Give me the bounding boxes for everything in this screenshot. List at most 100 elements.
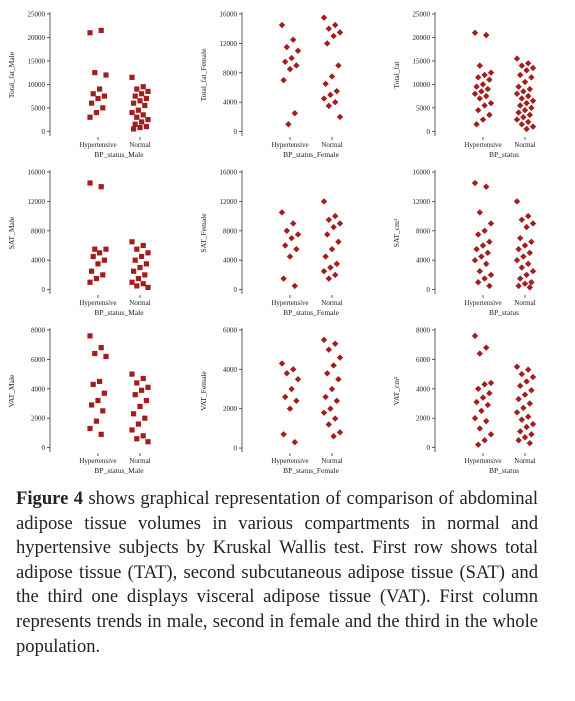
data-point bbox=[333, 397, 340, 405]
x-axis-label: BP_status_Male bbox=[94, 308, 144, 317]
data-point bbox=[134, 86, 140, 92]
y-axis-label: VAT_cm³ bbox=[392, 376, 401, 406]
x-tick-label: Hypertensive bbox=[79, 299, 116, 307]
data-point bbox=[515, 245, 522, 253]
data-point bbox=[517, 102, 524, 109]
y-tick-label: 0 bbox=[427, 444, 431, 452]
data-point bbox=[336, 354, 344, 361]
data-point bbox=[131, 411, 137, 417]
panel: 0 4000 8000 12000 16000 Total_fat_Female Hyper… bbox=[199, 11, 344, 159]
data-point bbox=[515, 282, 522, 290]
data-point bbox=[140, 281, 146, 287]
data-point bbox=[90, 91, 96, 97]
x-tick-label: Hypertensive bbox=[271, 141, 308, 149]
data-point bbox=[286, 253, 294, 260]
data-point bbox=[87, 114, 93, 120]
data-point bbox=[145, 384, 151, 390]
data-point bbox=[521, 106, 529, 114]
data-point bbox=[132, 392, 138, 398]
data-point bbox=[282, 58, 289, 65]
data-point bbox=[475, 441, 482, 448]
data-point bbox=[139, 119, 145, 125]
data-point bbox=[471, 179, 479, 187]
y-tick-label: 4000 bbox=[223, 366, 238, 374]
x-tick-label: Normal bbox=[129, 457, 150, 465]
data-point bbox=[98, 345, 104, 351]
data-point bbox=[523, 378, 530, 385]
data-point bbox=[290, 220, 297, 227]
data-point bbox=[93, 109, 99, 116]
data-point bbox=[135, 421, 141, 427]
data-point bbox=[476, 350, 483, 357]
data-point bbox=[513, 256, 521, 264]
y-tick-label: 15000 bbox=[28, 57, 46, 65]
data-point bbox=[335, 375, 342, 383]
data-point bbox=[476, 95, 483, 102]
data-point bbox=[525, 366, 532, 373]
data-point bbox=[332, 98, 339, 106]
data-point bbox=[517, 428, 524, 435]
x-axis-label: BP_status bbox=[489, 466, 519, 475]
data-point bbox=[478, 407, 485, 415]
y-tick-label: 0 bbox=[234, 128, 238, 136]
y-tick-label: 20000 bbox=[28, 34, 46, 42]
data-point bbox=[487, 379, 495, 387]
data-point bbox=[95, 397, 101, 404]
data-point bbox=[93, 418, 99, 424]
data-point bbox=[129, 371, 135, 377]
data-point bbox=[518, 62, 525, 69]
data-point bbox=[513, 116, 521, 123]
data-point bbox=[327, 91, 334, 99]
x-tick-label: Normal bbox=[321, 299, 342, 307]
data-point bbox=[518, 264, 525, 271]
data-point bbox=[520, 88, 527, 95]
data-point bbox=[526, 249, 533, 257]
data-point bbox=[98, 184, 104, 190]
data-point bbox=[288, 234, 295, 242]
data-point bbox=[525, 60, 532, 67]
x-tick-label: Normal bbox=[514, 141, 535, 149]
data-point bbox=[131, 126, 137, 132]
data-point bbox=[291, 438, 298, 446]
panel: 0 2000 4000 6000 8000 VAT_cm³ Hypertensive Norm… bbox=[392, 327, 537, 475]
data-point bbox=[98, 431, 104, 437]
data-point bbox=[525, 413, 532, 420]
data-point bbox=[515, 109, 522, 116]
data-point bbox=[135, 275, 141, 282]
data-point bbox=[332, 271, 339, 279]
data-point bbox=[98, 27, 104, 34]
data-point bbox=[528, 387, 535, 394]
data-point bbox=[129, 427, 135, 433]
data-point bbox=[278, 360, 286, 367]
data-point bbox=[294, 375, 302, 383]
data-point bbox=[129, 74, 135, 80]
data-point bbox=[325, 346, 332, 353]
data-point bbox=[294, 231, 302, 238]
data-point bbox=[521, 78, 529, 86]
y-tick-label: 4000 bbox=[223, 99, 238, 107]
data-point bbox=[134, 246, 140, 252]
data-point bbox=[100, 408, 106, 414]
data-point bbox=[528, 238, 535, 246]
x-axis-label: BP_status_Male bbox=[94, 466, 144, 475]
data-point bbox=[481, 227, 488, 234]
data-point bbox=[475, 279, 482, 286]
data-point bbox=[145, 116, 151, 123]
data-point bbox=[324, 370, 331, 377]
data-point bbox=[518, 95, 525, 102]
data-point bbox=[137, 124, 143, 131]
y-tick-label: 15000 bbox=[413, 57, 431, 65]
data-point bbox=[293, 62, 300, 69]
data-point bbox=[479, 81, 487, 88]
y-tick-label: 4000 bbox=[416, 385, 431, 393]
data-point bbox=[92, 246, 98, 252]
y-tick-label: 0 bbox=[42, 286, 46, 294]
data-point bbox=[286, 65, 294, 73]
data-point bbox=[89, 402, 95, 408]
data-point bbox=[93, 275, 99, 282]
data-point bbox=[137, 264, 143, 271]
data-point bbox=[518, 121, 525, 128]
data-point bbox=[521, 434, 529, 441]
data-point bbox=[481, 102, 488, 109]
y-tick-label: 10000 bbox=[28, 81, 46, 89]
